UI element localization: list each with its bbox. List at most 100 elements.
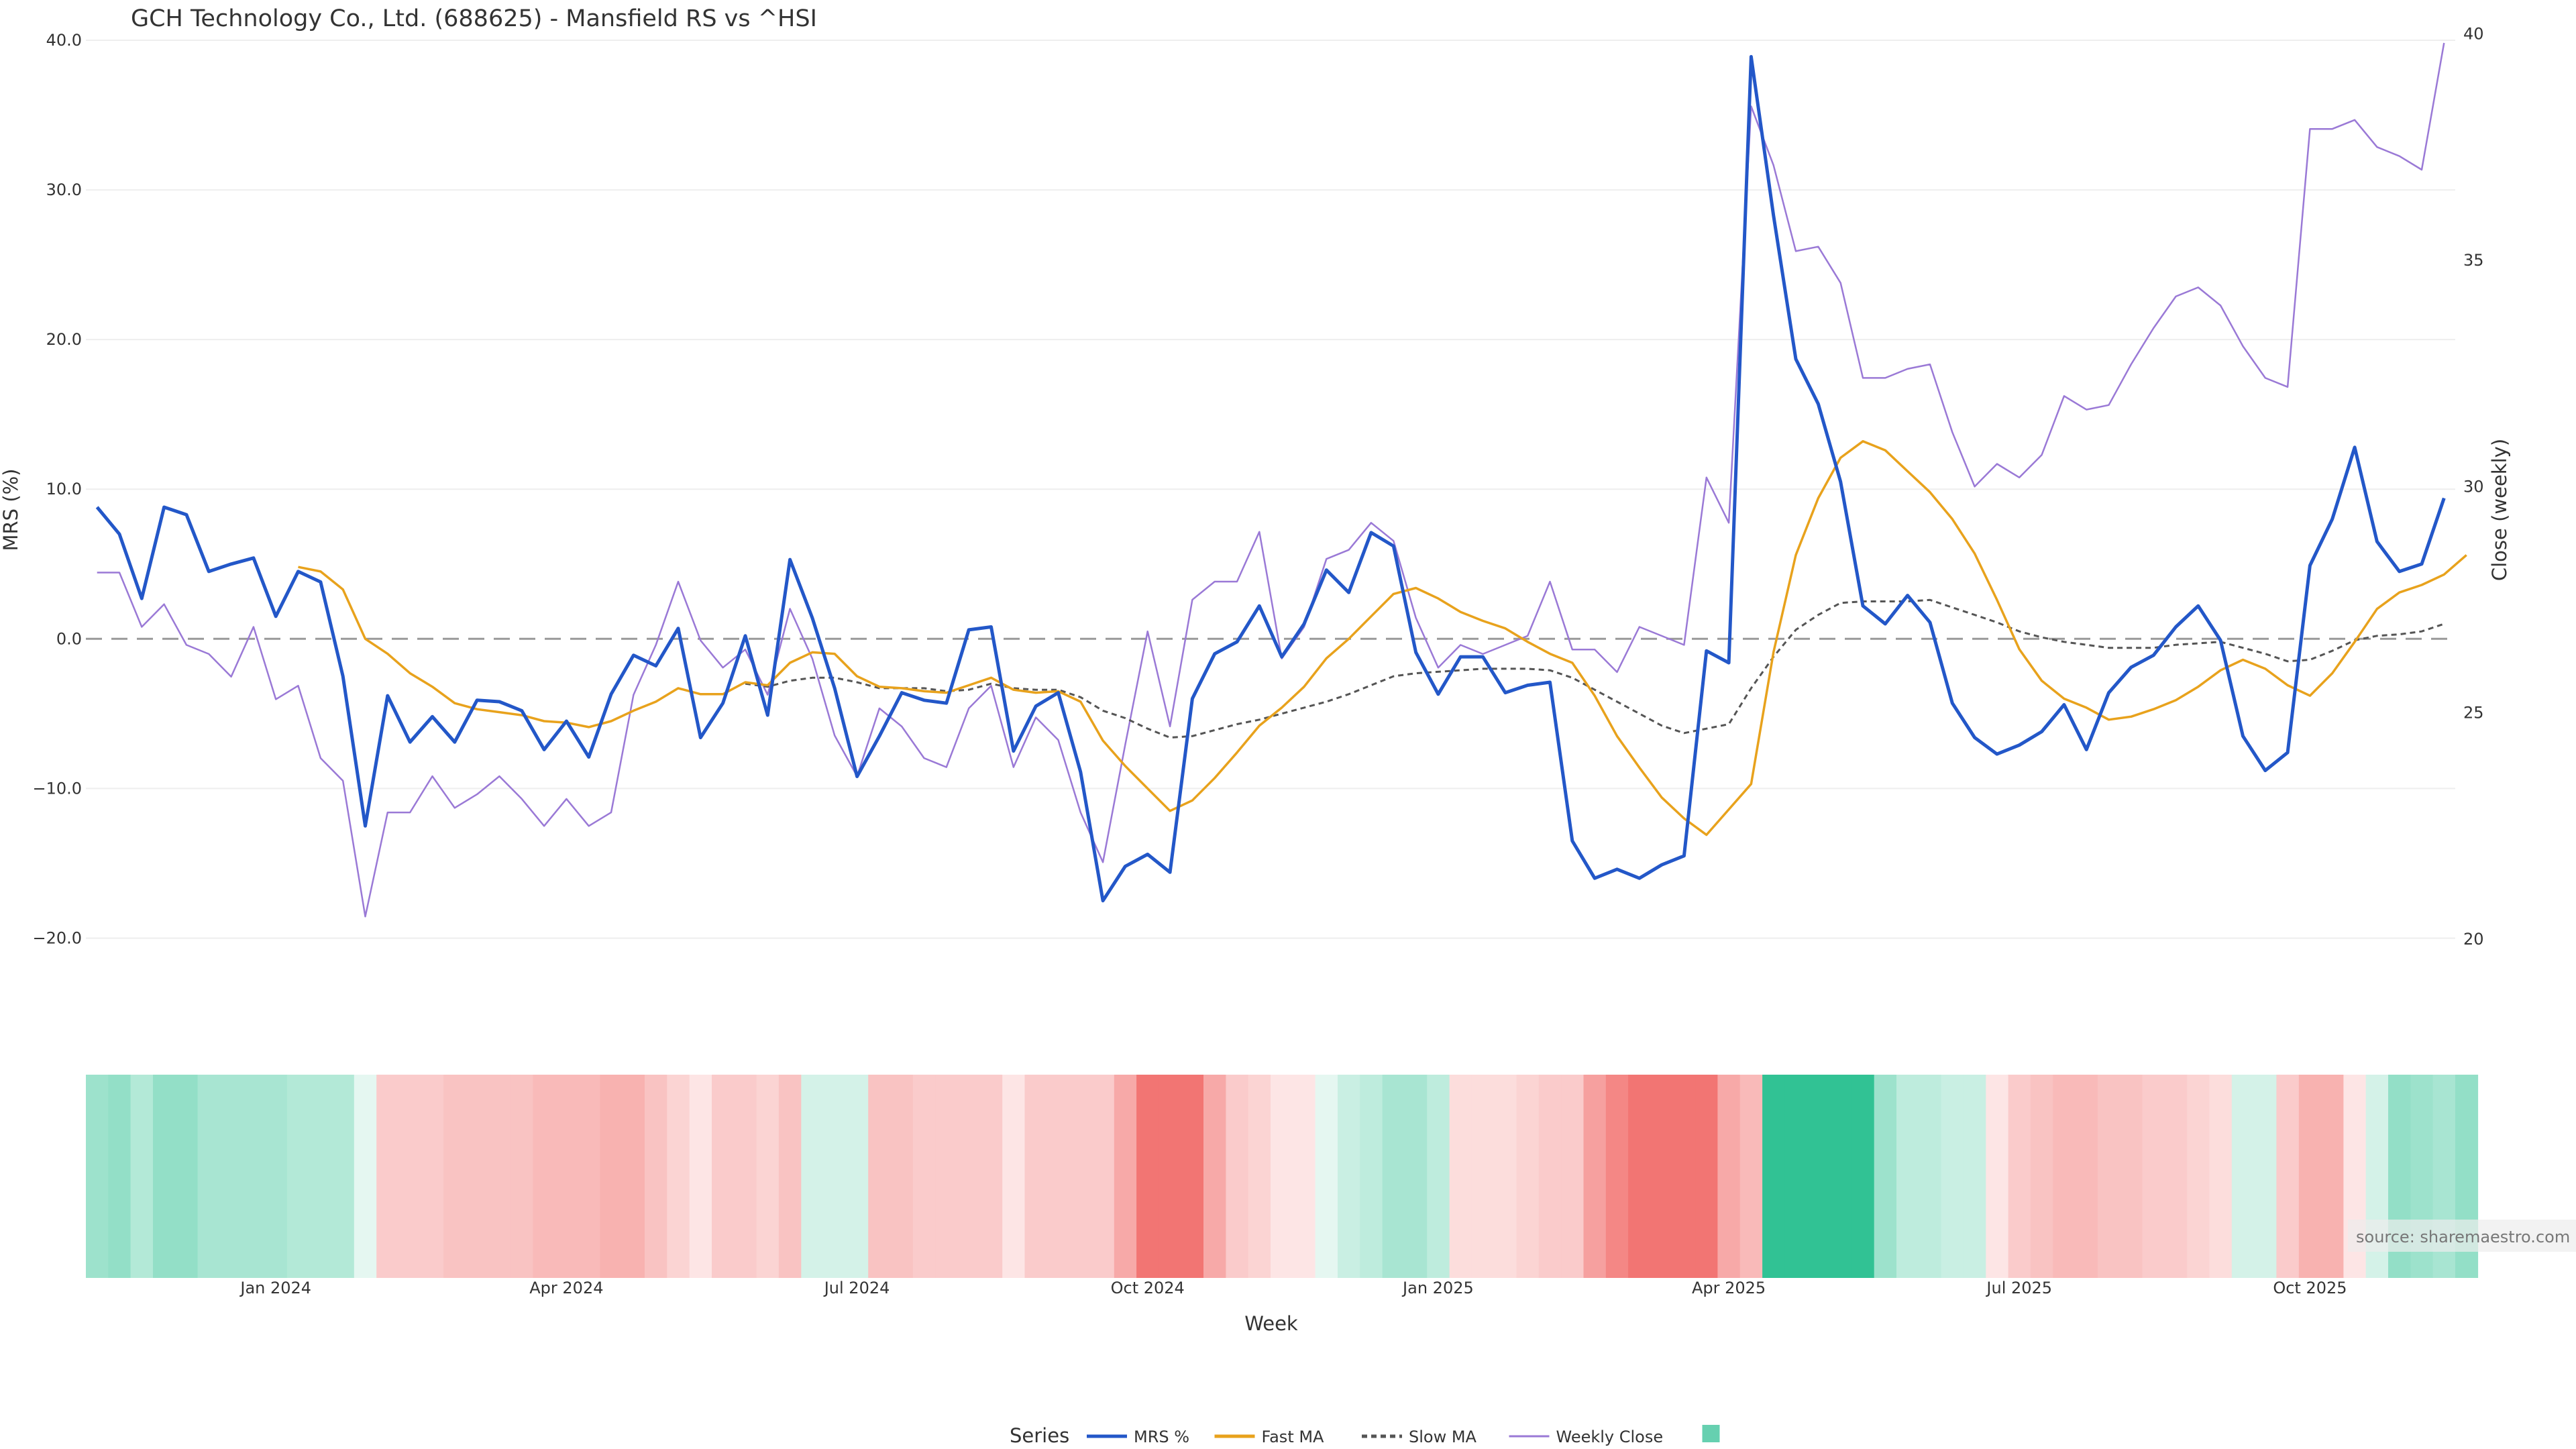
heat-strip-cell (1449, 1075, 1472, 1278)
heat-strip-cell (1069, 1075, 1093, 1278)
legend-item-label: Weekly Close (1556, 1428, 1664, 1446)
heat-strip-cell (1807, 1075, 1830, 1278)
x-tick-label: Oct 2024 (1111, 1279, 1185, 1297)
heat-strip-cell (1159, 1075, 1182, 1278)
heat-strip-cell (1963, 1075, 1986, 1278)
heat-strip-cell (1136, 1075, 1160, 1278)
heat-strip-cell (2075, 1075, 2098, 1278)
heat-strip-cell (242, 1075, 266, 1278)
right-tick-label: 35 (2463, 251, 2484, 270)
heat-strip-cell (398, 1075, 422, 1278)
grid-lines (86, 40, 2455, 939)
heat-strip-cell (1739, 1075, 1763, 1278)
heat-strip-cell (667, 1075, 690, 1278)
heat-strip-cell (1986, 1075, 2009, 1278)
left-tick-label: −20.0 (32, 928, 82, 947)
heat-strip-cell (823, 1075, 847, 1278)
heat-strip-cell (286, 1075, 310, 1278)
heat-strip-cell (2097, 1075, 2121, 1278)
legend-heat-swatch (1702, 1425, 1720, 1442)
right-axis-ticks: 40 35 30 25 20 (2463, 25, 2484, 949)
heat-strip-cell (376, 1075, 400, 1278)
heat-strip-cell (1226, 1075, 1249, 1278)
series-line-weekly-close (97, 42, 2445, 918)
heat-strip-cell (1851, 1075, 1875, 1278)
heat-strip-cell (578, 1075, 601, 1278)
right-tick-label: 20 (2463, 930, 2484, 949)
right-tick-label: 40 (2463, 25, 2484, 44)
chart-title: GCH Technology Co., Ltd. (688625) - Mans… (131, 5, 817, 32)
heat-strip-cell (1203, 1075, 1227, 1278)
heat-strip-cell (1874, 1075, 1897, 1278)
heat-strip-cell (511, 1075, 534, 1278)
heat-strip-cell (2209, 1075, 2233, 1278)
heat-strip-cell (2254, 1075, 2277, 1278)
heat-strip-cell (153, 1075, 176, 1278)
heat-strip-cell (2053, 1075, 2076, 1278)
left-axis-ticks: 40.0 30.0 20.0 10.0 0.0 −10.0 −20.0 (32, 31, 82, 947)
heat-strip-cell (868, 1075, 892, 1278)
heat-strip-cell (1561, 1075, 1585, 1278)
heat-strip-cell (1382, 1075, 1405, 1278)
heat-strip-cell (2008, 1075, 2031, 1278)
heat-strip-cell (1494, 1075, 1517, 1278)
heat-strip-cell (1181, 1075, 1204, 1278)
heat-strip-cell (600, 1075, 623, 1278)
heat-strip-cell (1628, 1075, 1652, 1278)
heat-strip-cell (712, 1075, 735, 1278)
x-axis-label: Week (1244, 1312, 1298, 1335)
left-tick-label: 40.0 (46, 31, 82, 50)
heat-strip-cell (1024, 1075, 1048, 1278)
relative-strength-heat-strip (86, 1075, 2479, 1278)
x-tick-label: Jan 2024 (239, 1279, 311, 1297)
series-lines (95, 42, 2467, 918)
right-tick-label: 30 (2463, 477, 2484, 496)
left-tick-label: −10.0 (32, 779, 82, 798)
x-tick-label: Jul 2024 (823, 1279, 890, 1297)
heat-strip-cell (1941, 1075, 1964, 1278)
heat-strip-cell (912, 1075, 936, 1278)
heat-strip-cell (1516, 1075, 1540, 1278)
heat-strip-cell (1538, 1075, 1562, 1278)
heat-strip-cell (801, 1075, 824, 1278)
heat-strip-cell (1605, 1075, 1629, 1278)
legend-item-label: Slow MA (1409, 1428, 1477, 1446)
x-axis-ticks: Jan 2024 Apr 2024 Jul 2024 Oct 2024 Jan 2025… (239, 1279, 2347, 1297)
heat-strip-cell (219, 1075, 243, 1278)
heat-strip-cell (1427, 1075, 1450, 1278)
heat-strip-cell (756, 1075, 780, 1278)
legend-item-label: Fast MA (1262, 1428, 1325, 1446)
heat-strip-cell (1762, 1075, 1786, 1278)
heat-strip-cell (1919, 1075, 1942, 1278)
x-tick-label: Oct 2025 (2273, 1279, 2347, 1297)
heat-strip-cell (1091, 1075, 1115, 1278)
legend-item-label: MRS % (1134, 1428, 1189, 1446)
heat-strip-cell (1046, 1075, 1070, 1278)
x-tick-label: Apr 2024 (529, 1279, 603, 1297)
heat-strip-cell (443, 1075, 467, 1278)
right-tick-label: 25 (2463, 704, 2484, 722)
heat-strip-cell (1404, 1075, 1428, 1278)
heat-strip-cell (197, 1075, 221, 1278)
heat-strip-cell (2321, 1075, 2345, 1278)
heat-strip-cell (331, 1075, 355, 1278)
heat-strip-cell (622, 1075, 645, 1278)
heat-strip-cell (1293, 1075, 1316, 1278)
series-line-slow-ma (745, 598, 2445, 739)
heat-strip-cell (130, 1075, 154, 1278)
heat-strip-cell (1471, 1075, 1495, 1278)
heat-strip-cell (1784, 1075, 1808, 1278)
heat-strip-cell (1315, 1075, 1338, 1278)
x-tick-label: Jul 2025 (1985, 1279, 2052, 1297)
legend-title: Series (1010, 1424, 1069, 1447)
heat-strip-cell (1672, 1075, 1696, 1278)
heat-strip-cell (979, 1075, 1003, 1278)
x-tick-label: Jan 2025 (1401, 1279, 1474, 1297)
heat-strip-cell (488, 1075, 511, 1278)
heat-strip-cell (845, 1075, 869, 1278)
heat-strip-cell (1717, 1075, 1741, 1278)
y-axis-right-label: Close (weekly) (2488, 439, 2511, 581)
heat-strip-cell (1271, 1075, 1294, 1278)
heat-strip-cell (533, 1075, 556, 1278)
